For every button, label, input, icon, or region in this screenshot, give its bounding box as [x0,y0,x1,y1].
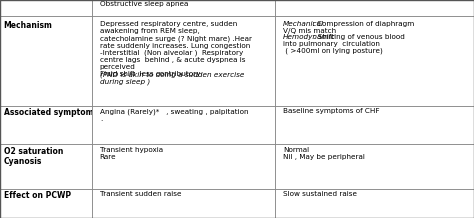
Text: Mechanism: Mechanism [4,21,53,30]
Text: Angina (Rarely)*   , sweating , palpitation
.: Angina (Rarely)* , sweating , palpitatio… [100,108,248,122]
Text: (PND is akin to doing a sudden exercise
during sleep ): (PND is akin to doing a sudden exercise … [100,71,244,85]
Text: Depressed respiratory centre, sudden
awakening from REM sleep,
catecholamine sur: Depressed respiratory centre, sudden awa… [100,21,252,77]
Text: Mechanical: Mechanical [283,21,324,27]
Text: Transient sudden raise: Transient sudden raise [100,191,181,197]
Text: into pulmonary  circulation: into pulmonary circulation [283,41,380,47]
Text: Baseline symptoms of CHF: Baseline symptoms of CHF [283,108,379,114]
Text: ( >400ml on lying posture): ( >400ml on lying posture) [283,47,383,54]
Text: : Compression of diaphragm: : Compression of diaphragm [310,21,414,27]
Text: Slow sustained raise: Slow sustained raise [283,191,357,197]
Text: Effect on PCWP: Effect on PCWP [4,191,71,200]
Text: Obstructive sleep apnea: Obstructive sleep apnea [100,1,188,7]
Text: V/Q mis match: V/Q mis match [283,28,336,34]
Text: Transient hypoxia
Rare: Transient hypoxia Rare [100,147,163,160]
Text: Hemodynamic: Hemodynamic [283,34,336,40]
Text: Normal
Nil , May be peripheral: Normal Nil , May be peripheral [283,147,365,160]
Text: : Shifting of venous blood: : Shifting of venous blood [313,34,404,40]
Text: Associated symptoms: Associated symptoms [4,108,98,118]
Text: O2 saturation
Cyanosis: O2 saturation Cyanosis [4,147,63,166]
